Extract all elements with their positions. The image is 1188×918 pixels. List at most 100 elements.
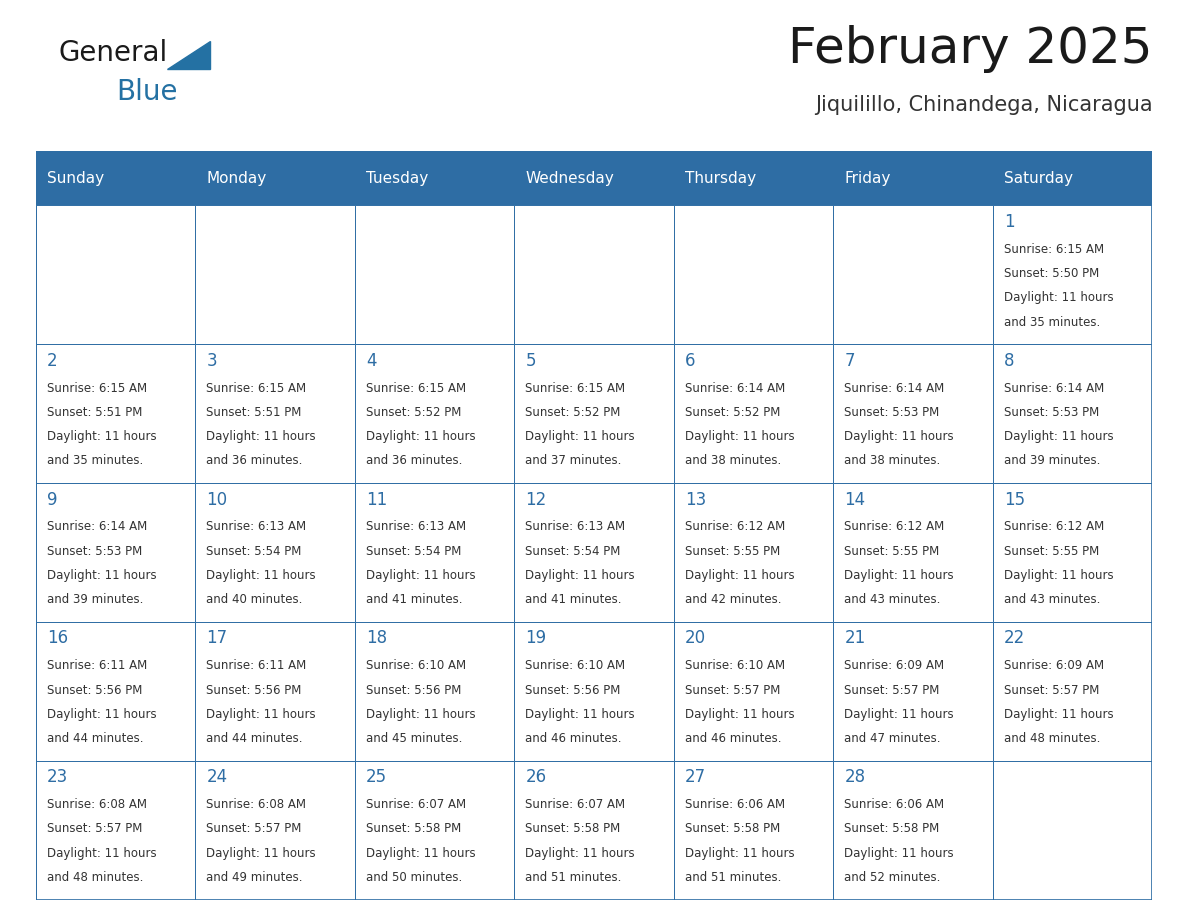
Text: 17: 17	[207, 630, 227, 647]
Text: Sunset: 5:52 PM: Sunset: 5:52 PM	[366, 406, 461, 419]
Text: Sunrise: 6:12 AM: Sunrise: 6:12 AM	[685, 521, 785, 533]
Text: and 40 minutes.: and 40 minutes.	[207, 593, 303, 606]
Text: Sunset: 5:54 PM: Sunset: 5:54 PM	[207, 544, 302, 558]
Bar	[355, 206, 514, 344]
Text: 27: 27	[685, 768, 706, 786]
Text: Friday: Friday	[845, 171, 891, 186]
Text: 11: 11	[366, 490, 387, 509]
Bar	[195, 483, 355, 621]
Text: Monday: Monday	[207, 171, 266, 186]
Text: and 46 minutes.: and 46 minutes.	[525, 733, 621, 745]
Bar	[195, 621, 355, 761]
Bar	[514, 151, 674, 206]
Text: Sunrise: 6:14 AM: Sunrise: 6:14 AM	[1004, 382, 1104, 395]
Bar	[674, 483, 833, 621]
Bar	[514, 621, 674, 761]
Text: Sunrise: 6:08 AM: Sunrise: 6:08 AM	[207, 798, 307, 812]
Text: Sunrise: 6:10 AM: Sunrise: 6:10 AM	[525, 659, 626, 672]
Text: and 36 minutes.: and 36 minutes.	[366, 454, 462, 467]
Text: Sunset: 5:58 PM: Sunset: 5:58 PM	[845, 823, 940, 835]
Bar	[833, 483, 993, 621]
Text: Sunrise: 6:15 AM: Sunrise: 6:15 AM	[525, 382, 626, 395]
Bar	[514, 483, 674, 621]
Text: Daylight: 11 hours: Daylight: 11 hours	[685, 431, 795, 443]
Text: and 43 minutes.: and 43 minutes.	[1004, 593, 1100, 606]
Text: 9: 9	[46, 490, 57, 509]
Text: Daylight: 11 hours: Daylight: 11 hours	[845, 569, 954, 582]
Text: Sunset: 5:53 PM: Sunset: 5:53 PM	[46, 544, 143, 558]
Text: Sunset: 5:50 PM: Sunset: 5:50 PM	[1004, 267, 1099, 280]
Text: 14: 14	[845, 490, 866, 509]
Text: Sunset: 5:51 PM: Sunset: 5:51 PM	[46, 406, 143, 419]
Bar	[993, 761, 1152, 900]
Bar	[355, 621, 514, 761]
Text: Sunset: 5:52 PM: Sunset: 5:52 PM	[525, 406, 621, 419]
Text: Saturday: Saturday	[1004, 171, 1073, 186]
Text: Sunset: 5:55 PM: Sunset: 5:55 PM	[685, 544, 781, 558]
Text: Daylight: 11 hours: Daylight: 11 hours	[525, 846, 636, 860]
Bar	[355, 761, 514, 900]
Text: and 51 minutes.: and 51 minutes.	[525, 871, 621, 884]
Text: 20: 20	[685, 630, 706, 647]
Bar	[833, 761, 993, 900]
Text: Daylight: 11 hours: Daylight: 11 hours	[46, 569, 157, 582]
Bar	[514, 206, 674, 344]
Text: 26: 26	[525, 768, 546, 786]
Text: 3: 3	[207, 352, 217, 370]
Text: Sunrise: 6:06 AM: Sunrise: 6:06 AM	[685, 798, 785, 812]
Text: Sunset: 5:54 PM: Sunset: 5:54 PM	[525, 544, 621, 558]
Text: General: General	[58, 39, 168, 67]
Bar	[993, 483, 1152, 621]
Bar	[36, 206, 195, 344]
Text: Sunset: 5:55 PM: Sunset: 5:55 PM	[1004, 544, 1099, 558]
Text: Sunset: 5:53 PM: Sunset: 5:53 PM	[845, 406, 940, 419]
Text: and 51 minutes.: and 51 minutes.	[685, 871, 782, 884]
Text: and 38 minutes.: and 38 minutes.	[845, 454, 941, 467]
Text: Daylight: 11 hours: Daylight: 11 hours	[207, 708, 316, 721]
Text: Sunrise: 6:13 AM: Sunrise: 6:13 AM	[525, 521, 626, 533]
Polygon shape	[168, 40, 210, 69]
Text: and 44 minutes.: and 44 minutes.	[207, 733, 303, 745]
Text: Daylight: 11 hours: Daylight: 11 hours	[1004, 708, 1113, 721]
Text: and 39 minutes.: and 39 minutes.	[1004, 454, 1100, 467]
Bar	[355, 483, 514, 621]
Text: Daylight: 11 hours: Daylight: 11 hours	[46, 431, 157, 443]
Text: Daylight: 11 hours: Daylight: 11 hours	[207, 431, 316, 443]
Text: Daylight: 11 hours: Daylight: 11 hours	[366, 431, 475, 443]
Text: Sunset: 5:56 PM: Sunset: 5:56 PM	[207, 684, 302, 697]
Text: Sunset: 5:57 PM: Sunset: 5:57 PM	[46, 823, 143, 835]
Text: Sunrise: 6:14 AM: Sunrise: 6:14 AM	[845, 382, 944, 395]
Text: Sunrise: 6:10 AM: Sunrise: 6:10 AM	[685, 659, 785, 672]
Text: 18: 18	[366, 630, 387, 647]
Text: 5: 5	[525, 352, 536, 370]
Text: and 47 minutes.: and 47 minutes.	[845, 733, 941, 745]
Bar	[36, 621, 195, 761]
Bar	[674, 621, 833, 761]
Text: Sunset: 5:57 PM: Sunset: 5:57 PM	[1004, 684, 1099, 697]
Text: Sunrise: 6:08 AM: Sunrise: 6:08 AM	[46, 798, 147, 812]
Text: 15: 15	[1004, 490, 1025, 509]
Bar	[36, 151, 195, 206]
Text: and 39 minutes.: and 39 minutes.	[46, 593, 144, 606]
Text: Sunset: 5:56 PM: Sunset: 5:56 PM	[46, 684, 143, 697]
Text: Sunset: 5:54 PM: Sunset: 5:54 PM	[366, 544, 461, 558]
Text: Jiquilillo, Chinandega, Nicaragua: Jiquilillo, Chinandega, Nicaragua	[815, 95, 1152, 115]
Text: 4: 4	[366, 352, 377, 370]
Bar	[833, 344, 993, 483]
Text: Sunset: 5:52 PM: Sunset: 5:52 PM	[685, 406, 781, 419]
Text: and 38 minutes.: and 38 minutes.	[685, 454, 782, 467]
Text: 19: 19	[525, 630, 546, 647]
Text: Daylight: 11 hours: Daylight: 11 hours	[525, 569, 636, 582]
Bar	[833, 151, 993, 206]
Bar	[993, 621, 1152, 761]
Text: Daylight: 11 hours: Daylight: 11 hours	[207, 569, 316, 582]
Text: Sunrise: 6:13 AM: Sunrise: 6:13 AM	[207, 521, 307, 533]
Text: and 41 minutes.: and 41 minutes.	[525, 593, 621, 606]
Text: Daylight: 11 hours: Daylight: 11 hours	[207, 846, 316, 860]
Text: Sunset: 5:58 PM: Sunset: 5:58 PM	[685, 823, 781, 835]
Bar	[993, 344, 1152, 483]
Text: 28: 28	[845, 768, 866, 786]
Text: 12: 12	[525, 490, 546, 509]
Bar	[195, 151, 355, 206]
Text: Thursday: Thursday	[685, 171, 756, 186]
